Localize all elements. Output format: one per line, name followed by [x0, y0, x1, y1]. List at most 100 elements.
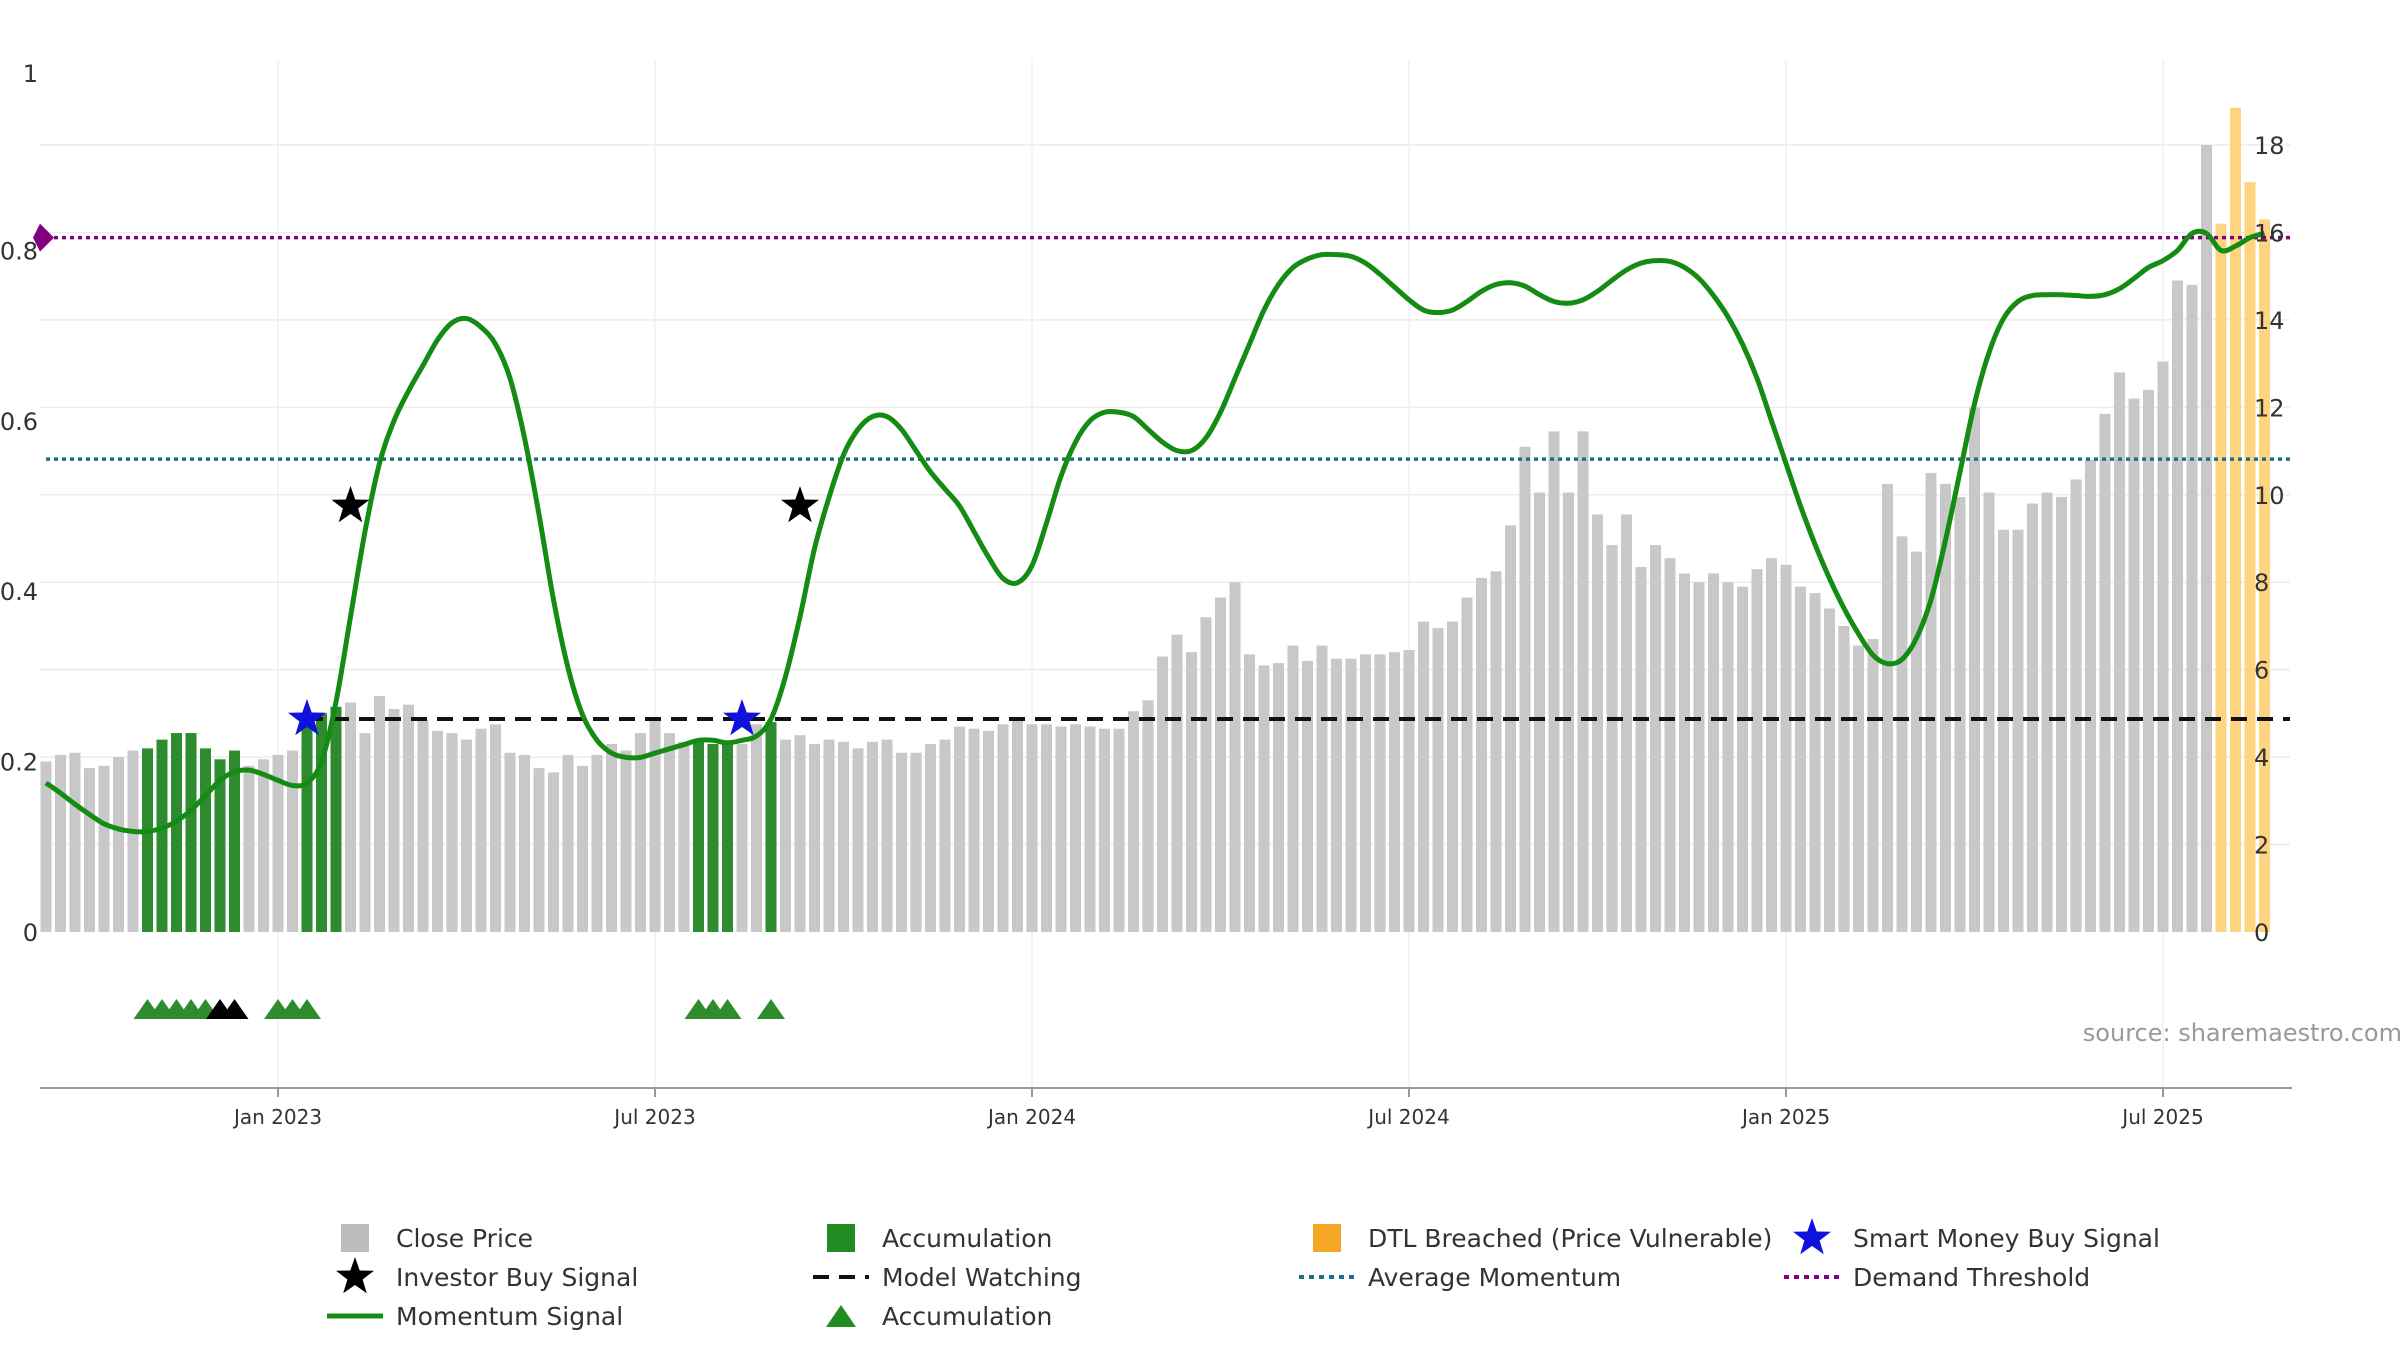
right-axis-tick-label: 0	[2254, 919, 2269, 947]
legend-square-icon	[827, 1224, 855, 1252]
close-price-bar	[1592, 514, 1603, 932]
close-price-bar	[1650, 545, 1661, 932]
dtl-breached-bar	[2259, 219, 2270, 933]
x-axis-tick-label: Jul 2025	[2120, 1105, 2203, 1129]
close-price-bar	[794, 735, 806, 932]
close-price-bar	[1026, 724, 1038, 932]
close-price-bar	[562, 754, 574, 932]
legend-label: Close Price	[396, 1224, 533, 1253]
close-price-bar	[823, 739, 835, 932]
accumulation-bar	[214, 759, 226, 932]
close-price-bar	[1896, 536, 1908, 932]
accumulation-bar	[156, 739, 168, 932]
close-price-bar	[40, 761, 52, 932]
close-price-bar	[1853, 645, 1864, 932]
accumulation-bar	[301, 719, 313, 932]
x-axis-tick-label: Jan 2023	[232, 1105, 322, 1129]
close-price-bar	[1461, 597, 1473, 932]
close-price-bar	[1302, 660, 1313, 932]
close-price-bar	[1940, 483, 1951, 932]
close-price-bar	[678, 741, 690, 932]
close-price-bar	[1795, 586, 1806, 932]
close-price-bar	[55, 754, 66, 932]
close-price-bar	[1099, 728, 1110, 932]
close-price-bar	[1055, 726, 1067, 932]
close-price-bar	[345, 702, 356, 932]
close-price-bar	[591, 754, 603, 932]
right-axis-tick-label: 18	[2254, 132, 2285, 160]
dtl-breached-bar	[2230, 107, 2241, 932]
close-price-bar	[606, 743, 617, 932]
close-price-bar	[533, 768, 545, 932]
close-price-bar	[577, 765, 588, 932]
legend-label: Accumulation	[882, 1224, 1052, 1253]
close-price-bar	[1824, 608, 1835, 932]
x-axis-tick-label: Jan 2025	[1740, 1105, 1830, 1129]
close-price-bar	[1360, 654, 1371, 932]
close-price-bar	[1751, 569, 1763, 932]
close-price-bar	[2041, 492, 2053, 932]
close-price-bar	[1809, 593, 1821, 932]
legend-label: Average Momentum	[1368, 1263, 1621, 1292]
close-price-bar	[388, 709, 400, 932]
close-price-bar	[1983, 492, 1995, 932]
legend-square-icon	[341, 1224, 369, 1252]
close-price-bar	[519, 754, 530, 932]
close-price-bar	[925, 743, 936, 932]
close-price-bar	[2070, 479, 2082, 932]
demand-threshold-marker	[33, 223, 54, 252]
smart-money-buy-signal	[723, 699, 761, 736]
close-price-bar	[896, 752, 907, 932]
legend-label: Investor Buy Signal	[396, 1263, 638, 1292]
dtl-breached-bar	[2244, 182, 2256, 933]
close-price-bar	[1563, 492, 1574, 932]
close-price-bar	[127, 750, 139, 932]
legend-star-icon	[1793, 1218, 1831, 1255]
close-price-bar	[1331, 658, 1342, 932]
close-price-bar	[838, 741, 849, 932]
close-price-bar	[1229, 582, 1241, 932]
x-axis-tick-label: Jan 2024	[986, 1105, 1076, 1129]
close-price-bar	[504, 752, 516, 932]
close-price-bar	[867, 741, 878, 932]
close-price-bar	[1316, 645, 1328, 932]
close-price-bar	[2172, 280, 2183, 932]
close-price-bar	[258, 759, 269, 932]
close-price-bar	[1447, 621, 1458, 932]
close-price-bar	[751, 724, 762, 932]
close-price-bar	[2099, 413, 2111, 932]
close-price-bar	[2143, 389, 2154, 932]
left-axis-tick-label: 0.2	[0, 749, 38, 777]
signal-markers	[288, 486, 819, 736]
close-price-bar	[1925, 472, 1937, 932]
close-price-bar	[2114, 372, 2125, 932]
close-price-bar	[649, 719, 661, 932]
legend-label: Momentum Signal	[396, 1302, 623, 1331]
accumulation-marker	[293, 999, 321, 1019]
close-price-bar	[1708, 573, 1719, 932]
accumulation-bar	[229, 750, 240, 932]
close-price-bar	[1476, 577, 1487, 932]
close-price-bar	[1244, 654, 1255, 932]
close-price-bar	[1200, 617, 1212, 932]
close-price-bar	[1577, 431, 1589, 932]
close-price-bar	[1505, 525, 1516, 932]
accumulation-marker	[757, 999, 785, 1019]
close-price-bar	[403, 704, 414, 932]
legend-label: Model Watching	[882, 1263, 1082, 1292]
close-price-bar	[1041, 724, 1052, 932]
accumulation-bar	[142, 748, 153, 932]
close-price-bar	[461, 739, 472, 932]
legend-label: Accumulation	[882, 1302, 1052, 1331]
left-axis-tick-label: 0.6	[0, 408, 38, 436]
close-price-bar	[84, 768, 95, 932]
right-axis-tick-label: 6	[2254, 657, 2269, 685]
close-price-bar	[1215, 597, 1226, 932]
price-bars	[40, 107, 2270, 933]
legend-label: Demand Threshold	[1853, 1263, 2090, 1292]
close-price-bar	[780, 739, 791, 932]
close-price-bar	[374, 695, 385, 932]
accumulation-bar	[693, 741, 704, 932]
